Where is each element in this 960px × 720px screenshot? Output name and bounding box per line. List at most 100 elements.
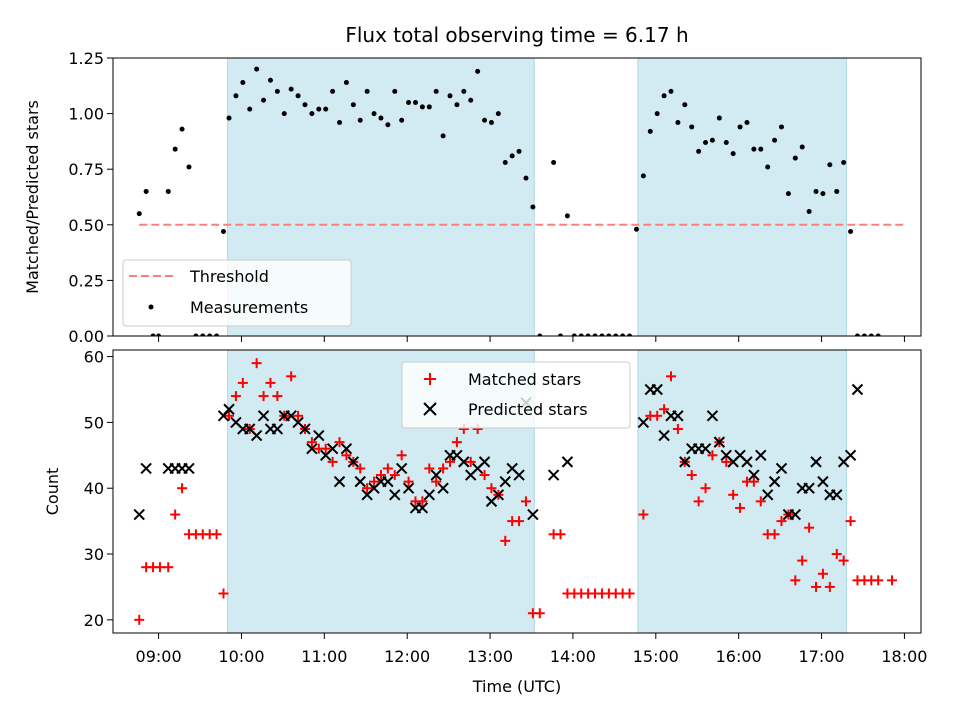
matched-star-point [672,423,683,434]
measurement-point [433,88,439,94]
measurement-point [502,160,508,166]
measurement-point [716,115,722,121]
measurement-point [165,188,171,194]
matched-star-point [500,535,511,546]
predicted-star-point [713,436,726,448]
matched-star-point [177,483,188,494]
measurement-point [578,333,584,336]
x-tick-label: 16:00 [716,647,762,666]
measurement-point [412,99,418,105]
measurement-point [668,88,674,94]
bottom-y-ticks: 20 30 40 50 60 [84,348,113,630]
measurement-point [661,93,667,99]
predicted-star-point [437,482,449,494]
predicted-star-point [637,416,650,429]
measurement-point [406,99,412,105]
matched-star-point [369,476,380,487]
measurement-point [868,333,874,336]
measurement-point [682,102,688,108]
predicted-star-point [561,456,574,468]
measurement-point [585,333,591,336]
measurement-point [207,333,213,336]
predicted-star-point [133,508,145,521]
matched-star-point [334,437,345,448]
legend-predicted-swatch [423,402,437,416]
matched-star-point [163,562,174,573]
matched-star-point [520,496,531,507]
top-y-tick-label: 1.00 [68,105,104,124]
measurement-point [254,66,260,72]
measurement-point [675,119,681,125]
measurement-point [288,86,294,92]
measurement-point [482,117,488,123]
measurement-point [226,115,232,121]
top-y-ticks: 0.00 0.25 0.50 0.75 1.00 1.25 [68,49,113,346]
measurement-point [592,333,598,336]
measurement-point [156,333,162,336]
x-tick-label: 11:00 [301,647,347,666]
predicted-star-point [547,469,560,481]
top-x-ticks [158,336,905,342]
measurement-point [475,68,481,74]
measurement-point [267,77,273,83]
predicted-star-point [299,423,311,435]
matched-star-point [845,516,856,527]
shaded-interval-2 [637,57,847,337]
matched-star-point [534,608,545,619]
predicted-star-point [789,508,802,521]
top-y-tick-label: 1.25 [68,49,104,68]
matched-star-point [293,410,304,421]
predicted-star-point [382,475,394,488]
bottom-y-axis-label: Count [43,468,62,516]
predicted-star-point [389,489,401,501]
measurement-point [172,146,178,152]
measurement-point [179,126,185,132]
measurement-point [799,144,805,150]
measurement-point [737,124,743,130]
predicted-star-point [140,462,152,475]
predicted-star-point [761,489,774,501]
top-legend: Threshold Measurements [122,259,352,327]
x-tick-label: 13:00 [467,647,513,666]
matched-star-point [755,496,766,507]
matched-star-point [886,575,897,586]
matched-star-point [776,516,787,527]
matched-star-point [804,522,815,533]
predicted-star-point [699,443,712,455]
predicted-star-point [402,482,415,494]
x-tick-label: 18:00 [881,647,927,666]
top-panel: 0.00 0.25 0.50 0.75 1.00 1.25 Matched/Predict… [23,49,922,346]
bottom-axes-frame [112,349,922,634]
legend-predicted-label: Predicted stars [468,400,588,419]
predicted-star-point [478,456,491,468]
measurement-point [343,79,349,85]
matched-star-point [693,496,704,507]
predicted-star-point [851,383,864,396]
x-axis-label: Time (UTC) [472,677,561,696]
predicted-star-point [803,482,815,494]
predicted-star-point [340,443,353,455]
measurement-point [350,102,356,108]
legend-matched-label: Matched stars [468,370,581,389]
measurement-point [371,111,377,117]
top-y-tick-label: 0.00 [68,327,104,346]
predicted-star-point [183,462,195,475]
legend-threshold-label: Threshold [189,267,269,286]
measurement-point [861,333,867,336]
measurement-point [186,164,192,170]
bottom-x-ticks: 09:00 10:00 11:00 12:00 13:00 14:00 15:00 16:00… [136,633,927,666]
measurement-point [323,106,329,112]
matched-star-point [230,391,241,402]
matched-star-point [251,358,262,369]
chart-title: Flux total observing time = 6.17 h [345,23,688,47]
bottom-legend-box [401,361,631,429]
measurement-point [558,333,564,336]
predicted-star-point [679,456,691,468]
measurement-points [136,66,881,336]
measurement-point [571,333,577,336]
measurement-point [274,88,280,94]
matched-star-point [873,575,884,586]
measurement-point [440,133,446,139]
matched-star-point [218,588,229,599]
